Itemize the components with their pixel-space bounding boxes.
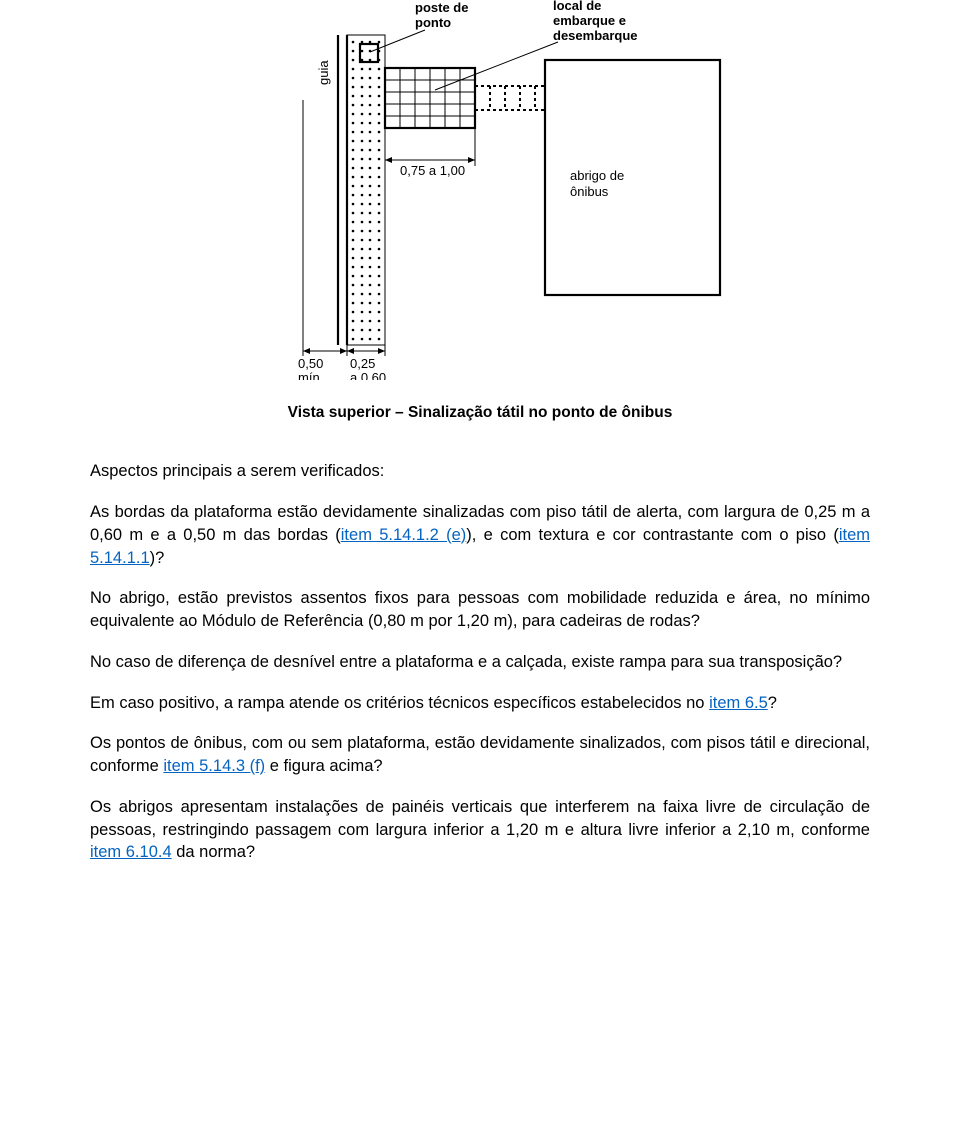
link-item-6-5[interactable]: item 6.5 — [709, 694, 768, 712]
figure-caption: Vista superior – Sinalização tátil no po… — [90, 404, 870, 422]
p6-text-b: da norma? — [172, 843, 255, 861]
label-dim-050-bot: mín. — [298, 370, 323, 380]
diagram-container: guia poste de ponto local de embarque e … — [90, 0, 870, 380]
dim-050-min: 0,50 mín. — [298, 100, 347, 380]
paragraph-4: Em caso positivo, a rampa atende os crit… — [90, 692, 870, 715]
label-local-3: desembarque — [553, 28, 638, 43]
label-local-1: local de — [553, 0, 601, 13]
p4-text-a: Em caso positivo, a rampa atende os crit… — [90, 694, 709, 712]
label-poste-1: poste de — [415, 0, 468, 15]
label-local-2: embarque e — [553, 13, 626, 28]
dim-075-100: 0,75 a 1,00 — [385, 128, 475, 178]
link-item-5-14-1-2e[interactable]: item 5.14.1.2 (e) — [341, 526, 467, 544]
p4-text-b: ? — [768, 694, 777, 712]
paragraph-2: No abrigo, estão previstos assentos fixo… — [90, 587, 870, 633]
paragraph-6: Os abrigos apresentam instalações de pai… — [90, 796, 870, 864]
bus-stop-diagram: guia poste de ponto local de embarque e … — [210, 0, 750, 380]
page-container: guia poste de ponto local de embarque e … — [0, 0, 960, 922]
p1-text-c: )? — [150, 549, 165, 567]
p5-text-b: e figura acima? — [265, 757, 382, 775]
p1-text-b: ), e com textura e cor contrastante com … — [466, 526, 839, 544]
label-abrigo-2: ônibus — [570, 184, 609, 199]
directional-grid — [385, 68, 545, 128]
label-poste-2: ponto — [415, 15, 451, 30]
p6-text-a: Os abrigos apresentam instalações de pai… — [90, 798, 870, 839]
label-dim-050-top: 0,50 — [298, 356, 323, 371]
paragraph-5: Os pontos de ônibus, com ou sem platafor… — [90, 732, 870, 778]
paragraph-3: No caso de diferença de desnível entre a… — [90, 651, 870, 674]
label-abrigo-1: abrigo de — [570, 168, 624, 183]
label-dim-025-bot: a 0,60 — [350, 370, 386, 380]
tactile-dots — [352, 41, 381, 341]
label-dim-025-top: 0,25 — [350, 356, 375, 371]
section-label: Aspectos principais a serem verificados: — [90, 462, 870, 481]
dim-025-060: 0,25 a 0,60 — [347, 345, 386, 380]
link-item-5-14-3f[interactable]: item 5.14.3 (f) — [163, 757, 265, 775]
label-guia: guia — [316, 60, 331, 85]
link-item-6-10-4[interactable]: item 6.10.4 — [90, 843, 172, 861]
paragraph-1: As bordas da plataforma estão devidament… — [90, 501, 870, 569]
label-dim-075-100: 0,75 a 1,00 — [400, 163, 465, 178]
